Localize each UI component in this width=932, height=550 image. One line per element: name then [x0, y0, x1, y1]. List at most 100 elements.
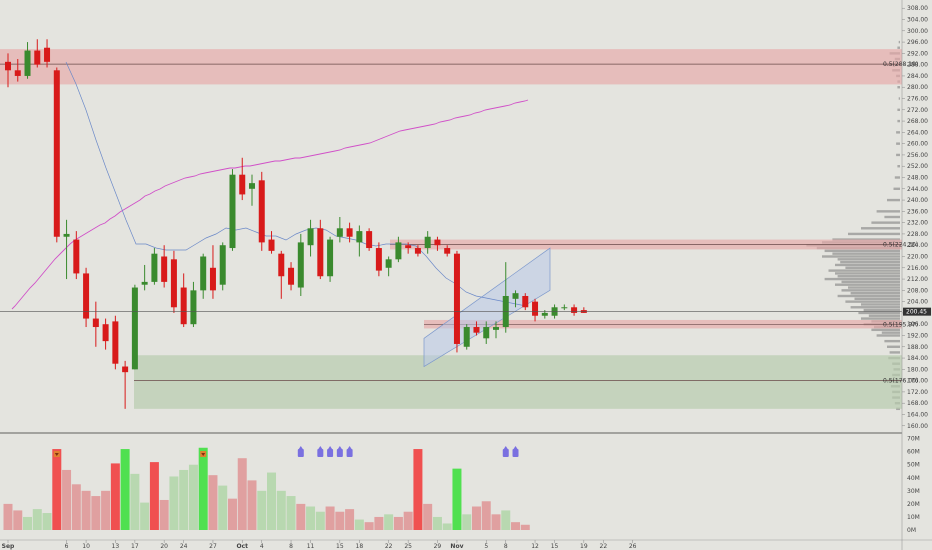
signal-marker: [327, 449, 334, 457]
volume-bar: [403, 511, 413, 530]
candle-body: [44, 47, 51, 62]
volume-profile-bar: [837, 275, 900, 278]
time-tick-label: 18: [356, 543, 364, 550]
time-tick-label: 15: [336, 543, 344, 550]
price-axis[interactable]: 308.00 304.00 300.00 296.00 292.00 288.00 284.…: [902, 5, 928, 430]
volume-profile-bar: [861, 227, 900, 230]
volume-bar: [384, 514, 394, 530]
price-tick-label: 248.00: [907, 175, 928, 182]
volume-bar: [198, 447, 208, 530]
volume-profile-bar: [832, 252, 900, 255]
candle-body: [151, 253, 158, 282]
volume-axis[interactable]: 70M 60M 50M 40M 30M 20M 10M 0M: [907, 436, 920, 534]
volume-bar: [335, 511, 345, 530]
volume-profile-bar: [884, 339, 900, 343]
signal-marker: [512, 449, 519, 457]
candle-body: [512, 293, 519, 299]
volume-profile-bar: [861, 303, 900, 306]
signal-marker-tip: [503, 446, 508, 449]
price-tick-label: 220.00: [907, 253, 928, 260]
volume-bar: [91, 496, 101, 530]
time-tick-label: 26: [629, 543, 637, 550]
candle-body: [190, 290, 197, 325]
zone-label: 0.5(224.30): [883, 241, 918, 248]
candle-body: [200, 256, 207, 291]
candle-body: [268, 239, 275, 251]
volume-bar: [169, 476, 179, 530]
signal-marker-tip: [347, 446, 352, 449]
time-tick-label: Sep: [2, 543, 15, 550]
price-tick-label: 164.00: [907, 411, 928, 418]
volume-profile-bar: [871, 328, 900, 332]
candle-body: [473, 327, 480, 333]
price-tick-label: 216.00: [907, 265, 928, 272]
candle-body: [483, 327, 490, 339]
volume-tick-label: 60M: [907, 449, 920, 456]
price-tick-label: 252.00: [907, 163, 928, 170]
candle-body: [346, 228, 353, 237]
price-tick-label: 208.00: [907, 287, 928, 294]
volume-profile-bar: [824, 277, 900, 281]
volume-profile-bar: [898, 40, 900, 44]
price-tick-label: 288.00: [907, 62, 928, 69]
volume-bar: [491, 514, 501, 530]
candle-body: [141, 281, 148, 285]
candle-body: [453, 253, 460, 344]
volume-profile-bar: [893, 187, 900, 190]
candle-body: [414, 248, 421, 254]
zone-labels: 0.5(288.19) 0.5(224.30) 0.5(195.97) 0.5(176…: [883, 61, 918, 385]
volume-profile-bar: [896, 142, 900, 145]
volume-bar: [306, 506, 316, 530]
volume-profile-bar: [887, 198, 900, 202]
signal-marker: [336, 449, 343, 457]
volume-profile-bar: [876, 210, 900, 213]
candle-body: [24, 50, 31, 76]
candle-body: [385, 259, 392, 268]
candle-body: [424, 236, 431, 249]
candle-body: [288, 267, 295, 285]
volume-profile-bar: [884, 215, 900, 219]
candle-body: [14, 70, 21, 76]
candle-body: [73, 239, 80, 274]
volume-profile-bar: [861, 317, 900, 320]
candle-body: [571, 307, 578, 313]
price-tick-label: 260.00: [907, 141, 928, 148]
volume-bar: [237, 458, 247, 530]
volume-bar: [110, 463, 120, 530]
price-tick-label: 228.00: [907, 231, 928, 238]
candle-body: [170, 259, 177, 308]
volume-bar: [208, 475, 218, 530]
volume-bar: [23, 516, 33, 530]
price-tick-label: 196.00: [907, 321, 928, 328]
volume-bar: [432, 516, 442, 530]
time-tick-label: 4: [260, 543, 264, 550]
time-tick-label: Oct: [236, 543, 248, 550]
candle-body: [297, 242, 304, 288]
candlesticks: [5, 39, 587, 409]
price-tick-label: 172.00: [907, 389, 928, 396]
volume-bar: [423, 503, 433, 530]
volume-bar: [345, 509, 355, 530]
candle-body: [122, 366, 129, 373]
signal-marker: [317, 449, 324, 457]
price-tick-label: 240.00: [907, 197, 928, 204]
candle-body: [161, 256, 168, 282]
volume-bar: [257, 490, 267, 530]
time-tick-label: 17: [131, 543, 139, 550]
candle-body: [444, 248, 451, 254]
time-axis[interactable]: Sep 6 10 13 17 20 24 27 Oct 4 8 11 15 18 22 25 29 Nov 5 8 12…: [2, 540, 637, 550]
volume-profile-bar: [850, 306, 900, 309]
volume-profile-bar: [854, 297, 900, 301]
volume-profile-bar: [845, 266, 900, 269]
volume-bar: [413, 449, 423, 530]
candle-body: [278, 253, 285, 277]
signal-marker-tip: [337, 446, 342, 449]
time-tick-label: 6: [65, 543, 69, 550]
volume-bar: [462, 514, 472, 530]
time-tick-label: 29: [434, 543, 442, 550]
volume-bar: [188, 464, 198, 530]
time-tick-label: 12: [531, 543, 539, 550]
candle-body: [209, 267, 216, 291]
time-tick-label: 20: [160, 543, 168, 550]
volume-bar: [315, 511, 325, 530]
